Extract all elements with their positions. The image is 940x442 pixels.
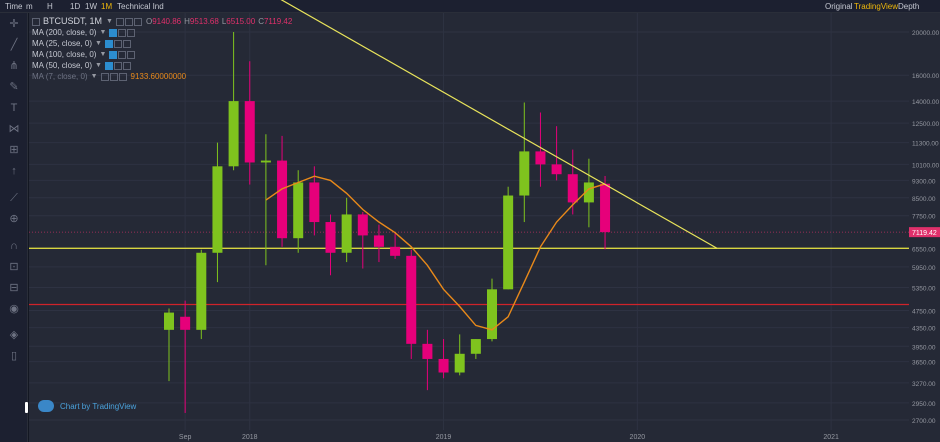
- high-key: H: [184, 17, 190, 26]
- settings-icon[interactable]: [118, 28, 127, 37]
- unlock-icon[interactable]: ⊟: [9, 282, 19, 294]
- settings-icon[interactable]: [118, 50, 127, 59]
- drawing-toolbar: ✛ ╱ ⋔ ✎ T ⋈ ⊞ ↑ ⟋ ⊕ ∩ ⊡ ⊟ ◉ ◈ ▯: [0, 13, 28, 442]
- measure-icon[interactable]: ⊞: [9, 144, 19, 156]
- arrow-up-icon[interactable]: ↑: [11, 165, 17, 177]
- interval-hour[interactable]: H: [47, 2, 53, 11]
- legend-main-row: BTCUSDT, 1M ▼ O9140.86 H9513.68 L6515.00…: [32, 16, 362, 27]
- zoom-icon[interactable]: ⊕: [9, 213, 19, 225]
- brush-icon[interactable]: ✎: [9, 81, 19, 93]
- close-icon[interactable]: [127, 50, 136, 59]
- watermark-text: Chart by TradingView: [60, 401, 137, 411]
- settings-icon[interactable]: [109, 72, 118, 81]
- interval-1w[interactable]: 1W: [85, 2, 97, 11]
- layers-icon[interactable]: ◈: [9, 329, 19, 341]
- chart-legend: BTCUSDT, 1M ▼ O9140.86 H9513.68 L6515.00…: [32, 16, 362, 82]
- chevron-down-icon[interactable]: ▼: [106, 18, 113, 25]
- settings-icon[interactable]: [124, 17, 133, 26]
- close-icon[interactable]: [127, 28, 136, 37]
- study-label: MA (25, close, 0): [32, 39, 93, 48]
- tab-tradingview[interactable]: TradingView: [854, 2, 899, 11]
- visibility-icon[interactable]: [109, 50, 118, 59]
- chevron-down-icon[interactable]: ▼: [99, 29, 107, 36]
- visibility-icon[interactable]: [115, 17, 124, 26]
- price-axis[interactable]: [909, 13, 940, 430]
- symbol-settings-icon[interactable]: [32, 17, 40, 26]
- time-axis[interactable]: [29, 430, 940, 442]
- pattern-icon[interactable]: ⋈: [8, 123, 20, 135]
- chevron-down-icon[interactable]: ▼: [99, 51, 107, 58]
- close-icon[interactable]: [122, 61, 131, 70]
- legend-study-row: MA (100, close, 0) ▼: [32, 49, 362, 60]
- open-value: 9140.86: [152, 17, 182, 26]
- study-label: MA (7, close, 0): [32, 72, 88, 81]
- interval-minute[interactable]: m: [26, 2, 33, 11]
- low-value: 6515.00: [226, 17, 256, 26]
- visibility-icon[interactable]: [100, 72, 109, 81]
- open-key: O: [145, 17, 153, 26]
- technical-indicators-button[interactable]: Technical Ind: [117, 2, 164, 11]
- tradingview-logo-icon: [38, 400, 54, 412]
- chevron-down-icon[interactable]: ▼: [90, 73, 98, 80]
- tab-depth[interactable]: Depth: [898, 2, 920, 11]
- study-label: MA (50, close, 0): [32, 61, 93, 70]
- tab-original[interactable]: Original: [825, 2, 853, 11]
- close-value: 7119.42: [263, 17, 293, 26]
- interval-1m[interactable]: 1M: [101, 2, 113, 11]
- settings-icon[interactable]: [113, 39, 122, 48]
- ruler-icon[interactable]: ⟋: [10, 192, 18, 204]
- magnet-icon[interactable]: ∩: [10, 240, 18, 252]
- settings-icon[interactable]: [113, 61, 122, 70]
- tradingview-watermark[interactable]: Chart by TradingView: [38, 400, 136, 412]
- close-icon[interactable]: [122, 39, 131, 48]
- trendline-icon[interactable]: ╱: [10, 39, 18, 51]
- cursor-marker: [25, 402, 28, 413]
- study-label: MA (200, close, 0): [32, 28, 97, 37]
- trash-icon[interactable]: ▯: [10, 350, 18, 362]
- crosshair-icon[interactable]: ✛: [9, 18, 19, 30]
- study-value: 9133.60000000: [130, 72, 187, 81]
- legend-study-row: MA (50, close, 0) ▼: [32, 60, 362, 71]
- close-key: C: [258, 17, 264, 26]
- time-label: Time: [5, 2, 23, 11]
- visibility-icon[interactable]: [104, 39, 113, 48]
- symbol-title: BTCUSDT, 1M: [43, 16, 103, 26]
- eye-icon[interactable]: ◉: [9, 303, 19, 315]
- legend-study-row: MA (7, close, 0) ▼ 9133.60000000: [32, 71, 362, 82]
- chevron-down-icon[interactable]: ▼: [95, 62, 102, 69]
- interval-1d[interactable]: 1D: [70, 2, 81, 11]
- low-key: L: [221, 17, 227, 26]
- visibility-icon[interactable]: [109, 28, 118, 37]
- close-icon[interactable]: [133, 17, 142, 26]
- study-label: MA (100, close, 0): [32, 50, 97, 59]
- top-toolbar: Time m H 1D 1W 1M Technical Ind Original…: [0, 0, 940, 13]
- chevron-down-icon[interactable]: ▼: [95, 40, 102, 47]
- lock-icon[interactable]: ⊡: [9, 261, 19, 273]
- visibility-icon[interactable]: [104, 61, 113, 70]
- legend-study-row: MA (25, close, 0) ▼: [32, 38, 362, 49]
- pitchfork-icon[interactable]: ⋔: [9, 60, 19, 72]
- close-icon[interactable]: [118, 72, 127, 81]
- text-icon[interactable]: T: [10, 102, 18, 114]
- legend-study-row: MA (200, close, 0) ▼: [32, 27, 362, 38]
- high-value: 9513.68: [189, 17, 219, 26]
